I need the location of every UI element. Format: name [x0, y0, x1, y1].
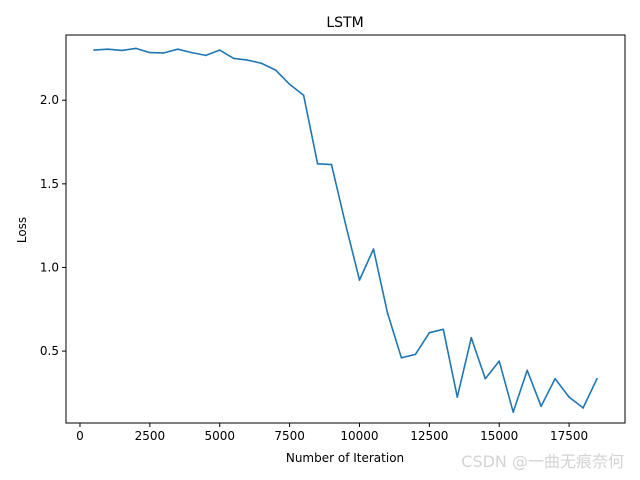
loss-data-point [372, 248, 375, 250]
x-tick-label: 7500 [274, 429, 305, 443]
loss-data-point [330, 163, 333, 166]
plot-frame [65, 34, 626, 424]
loss-data-point [540, 405, 542, 408]
loss-data-point [526, 369, 528, 372]
loss-data-point [386, 311, 389, 314]
x-axis-label: Number of Iteration [286, 451, 404, 465]
loss-data-point [288, 83, 291, 86]
loss-data-point [344, 223, 347, 225]
x-tick-label: 12500 [410, 429, 448, 443]
loss-data-point [232, 57, 235, 60]
loss-data-point [596, 377, 598, 380]
y-axis-label: Loss [15, 217, 29, 243]
loss-data-point [190, 51, 193, 54]
loss-data-point [260, 62, 263, 65]
loss-data-point [470, 336, 473, 339]
loss-data-point [428, 331, 431, 334]
loss-data-point [204, 54, 207, 57]
loss-data-point [274, 69, 277, 71]
loss-data-point [316, 162, 319, 165]
loss-data-point [93, 49, 95, 51]
x-tick-label: 5000 [204, 429, 235, 443]
x-tick-label: 2500 [135, 429, 166, 443]
watermark: CSDN @一曲无痕奈何 [461, 452, 624, 471]
loss-data-point [400, 356, 403, 359]
loss-data-point [218, 49, 221, 51]
loss-data-point [414, 353, 417, 356]
loss-data-point [484, 377, 487, 380]
plot-area [93, 47, 598, 413]
y-tick-label: 2.0 [40, 93, 59, 107]
loss-data-point [246, 59, 249, 61]
y-tick-label: 0.5 [40, 344, 59, 358]
x-tick-label: 0 [76, 429, 84, 443]
loss-data-point [456, 396, 459, 398]
loss-data-point [512, 411, 514, 413]
loss-data-point [149, 51, 151, 54]
loss-data-point [554, 377, 556, 380]
loss-series-line [93, 47, 598, 413]
x-tick-label: 17500 [550, 429, 588, 443]
loss-data-point [163, 52, 165, 54]
loss-data-point [582, 407, 584, 409]
y-tick-label: 1.0 [40, 260, 59, 274]
loss-data-point [358, 279, 361, 281]
loss-data-point [135, 47, 137, 50]
axis-ticks: 0 2500 5000 7500 10000 12500 15000 17500 0.5 1.0 1… [40, 93, 588, 443]
x-tick-label: 15000 [480, 429, 518, 443]
y-tick-label: 1.5 [40, 177, 59, 191]
x-tick-label: 10000 [340, 429, 378, 443]
loss-data-point [568, 396, 570, 398]
loss-data-point [121, 49, 123, 52]
loss-data-point [302, 94, 305, 97]
loss-data-point [107, 48, 109, 51]
loss-data-point [498, 360, 501, 362]
chart-title: LSTM [326, 15, 363, 31]
loss-data-point [442, 328, 445, 331]
loss-data-point [177, 48, 179, 51]
